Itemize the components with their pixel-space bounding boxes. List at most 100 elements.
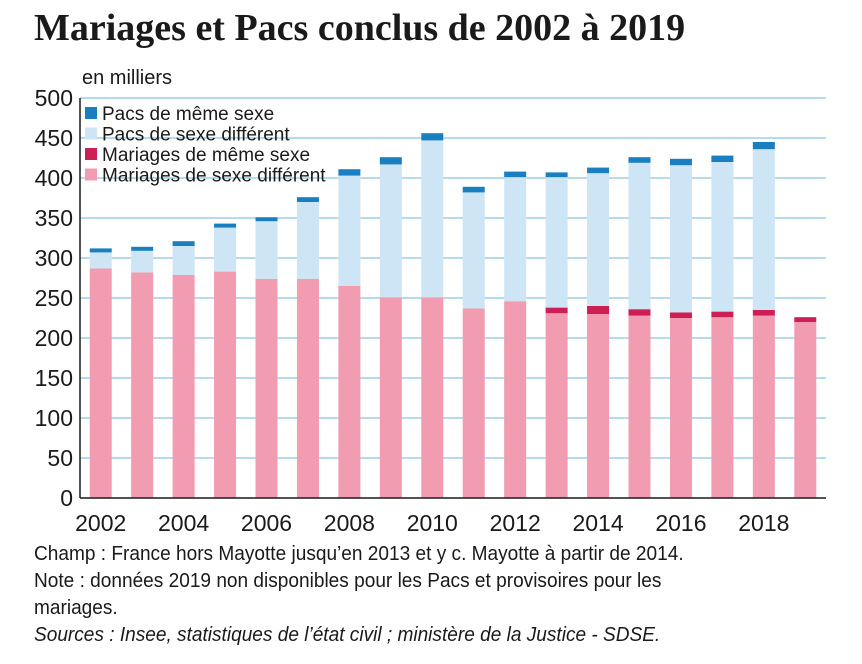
bar-pacs-de-sexe-different-2013	[545, 177, 568, 308]
y-tick-label: 0	[60, 485, 73, 511]
bar-pacs-de-meme-sexe-2006	[255, 217, 278, 222]
legend-swatch-pacs-de-meme-sexe	[85, 107, 97, 119]
x-tick-labels: 2002 2004 2006 2008 2010 2012 2014 2016 2018	[75, 510, 789, 536]
bar-pacs-de-meme-sexe-2017	[711, 155, 734, 162]
x-tick-label: 2012	[490, 510, 541, 536]
bar-pacs-de-meme-sexe-2011	[462, 186, 485, 193]
legend-swatch-mariages-de-meme-sexe	[85, 148, 97, 160]
bar-mariages-de-sexe-different-2014	[587, 314, 610, 498]
legend-label-pacs-de-sexe-different: Pacs de sexe différent	[102, 125, 290, 146]
bar-pacs-de-sexe-different-2003	[131, 250, 154, 273]
legend-label-mariages-de-meme-sexe: Mariages de même sexe	[102, 145, 310, 166]
bar-mariages-de-sexe-different-2011	[462, 308, 485, 498]
bar-pacs-de-sexe-different-2016	[669, 165, 692, 313]
bar-pacs-de-sexe-different-2018	[752, 149, 775, 310]
bar-mariages-de-sexe-different-2006	[255, 278, 278, 498]
bar-mariages-de-sexe-different-2004	[172, 274, 195, 498]
x-tick-label: 2008	[324, 510, 375, 536]
bar-pacs-de-sexe-different-2008	[338, 175, 361, 286]
scope-note: Champ : France hors Mayotte jusqu’en 201…	[34, 542, 684, 565]
bar-mariages-de-sexe-different-2010	[421, 297, 444, 498]
bar-pacs-de-meme-sexe-2014	[587, 167, 610, 174]
bars	[89, 133, 817, 498]
x-tick-label: 2004	[158, 510, 209, 536]
bar-mariages-de-sexe-different-2008	[338, 286, 361, 498]
bar-pacs-de-meme-sexe-2004	[172, 241, 195, 246]
x-tick-label: 2002	[75, 510, 126, 536]
bar-pacs-de-sexe-different-2012	[504, 177, 527, 302]
bar-pacs-de-meme-sexe-2003	[131, 246, 154, 251]
y-tick-labels: 0 50 100 150 200 250 300 350 400 450 500	[35, 85, 73, 511]
bar-mariages-de-sexe-different-2016	[669, 318, 692, 498]
bar-mariages-de-sexe-different-2009	[379, 297, 402, 498]
bar-pacs-de-meme-sexe-2007	[296, 197, 319, 202]
bar-pacs-de-meme-sexe-2010	[421, 133, 444, 141]
bar-mariages-de-sexe-different-2015	[628, 315, 651, 498]
stacked-bar-chart: 0 50 100 150 200 250 300 350 400 450 500 2002 2004 2…	[35, 67, 826, 536]
bar-mariages-de-meme-sexe-2016	[669, 312, 692, 318]
y-tick-label: 450	[35, 125, 73, 151]
bar-pacs-de-meme-sexe-2002	[89, 248, 112, 253]
bar-mariages-de-meme-sexe-2014	[587, 306, 610, 314]
bar-mariages-de-sexe-different-2012	[504, 301, 527, 498]
bar-mariages-de-sexe-different-2002	[89, 268, 112, 498]
bar-pacs-de-sexe-different-2011	[462, 192, 485, 309]
legend-label-pacs-de-meme-sexe: Pacs de même sexe	[102, 104, 274, 125]
y-tick-label: 50	[47, 445, 73, 471]
bar-pacs-de-sexe-different-2007	[296, 202, 319, 279]
bar-mariages-de-sexe-different-2019	[794, 322, 817, 498]
y-tick-label: 300	[35, 245, 73, 271]
bar-pacs-de-sexe-different-2006	[255, 221, 278, 279]
bar-pacs-de-meme-sexe-2013	[545, 172, 568, 178]
x-tick-label: 2018	[738, 510, 789, 536]
bar-mariages-de-meme-sexe-2018	[752, 310, 775, 316]
bar-mariages-de-meme-sexe-2013	[545, 307, 568, 314]
bar-pacs-de-sexe-different-2004	[172, 246, 195, 275]
bar-pacs-de-sexe-different-2009	[379, 164, 402, 298]
bar-pacs-de-meme-sexe-2008	[338, 169, 361, 176]
y-tick-label: 350	[35, 205, 73, 231]
bar-pacs-de-sexe-different-2015	[628, 162, 651, 310]
bar-pacs-de-meme-sexe-2005	[214, 223, 237, 228]
note-line-1: Note : données 2019 non disponibles pour…	[34, 569, 662, 592]
bar-pacs-de-sexe-different-2017	[711, 162, 734, 312]
y-tick-label: 500	[35, 85, 73, 111]
bar-mariages-de-meme-sexe-2017	[711, 311, 734, 318]
bar-pacs-de-meme-sexe-2012	[504, 171, 527, 178]
gridlines	[80, 97, 826, 459]
legend-label-mariages-de-sexe-different: Mariages de sexe différent	[102, 166, 326, 187]
bar-mariages-de-sexe-different-2005	[214, 271, 237, 498]
bar-mariages-de-sexe-different-2013	[545, 313, 568, 498]
y-tick-label: 400	[35, 165, 73, 191]
chart-title: Mariages et Pacs conclus de 2002 à 2019	[34, 7, 686, 49]
bar-mariages-de-meme-sexe-2019	[794, 317, 817, 322]
bar-mariages-de-sexe-different-2003	[131, 272, 154, 498]
legend-swatch-pacs-de-sexe-different	[85, 127, 97, 140]
bar-pacs-de-meme-sexe-2015	[628, 157, 651, 163]
x-tick-label: 2010	[407, 510, 458, 536]
y-tick-label: 250	[35, 285, 73, 311]
y-tick-label: 200	[35, 325, 73, 351]
chart-notes: Champ : France hors Mayotte jusqu’en 201…	[34, 540, 792, 648]
x-tick-label: 2006	[241, 510, 292, 536]
axes	[79, 98, 826, 499]
bar-mariages-de-sexe-different-2018	[752, 315, 775, 498]
bar-pacs-de-sexe-different-2002	[89, 252, 112, 269]
bar-pacs-de-meme-sexe-2018	[752, 142, 775, 150]
bar-pacs-de-meme-sexe-2009	[379, 157, 402, 165]
y-tick-label: 150	[35, 365, 73, 391]
bar-pacs-de-meme-sexe-2016	[669, 158, 692, 166]
bar-pacs-de-sexe-different-2014	[587, 173, 610, 306]
bar-mariages-de-meme-sexe-2015	[628, 309, 651, 316]
note-line-2: mariages.	[34, 596, 118, 619]
sources-note: Sources : Insee, statistiques de l’état …	[34, 623, 661, 646]
bar-mariages-de-sexe-different-2017	[711, 317, 734, 498]
x-tick-label: 2014	[572, 510, 623, 536]
bar-pacs-de-sexe-different-2010	[421, 140, 444, 298]
bar-pacs-de-sexe-different-2005	[214, 227, 237, 272]
y-tick-label: 100	[35, 405, 73, 431]
bar-mariages-de-sexe-different-2007	[296, 278, 319, 498]
legend-swatch-mariages-de-sexe-different	[85, 168, 97, 181]
y-unit-label: en milliers	[82, 67, 172, 89]
